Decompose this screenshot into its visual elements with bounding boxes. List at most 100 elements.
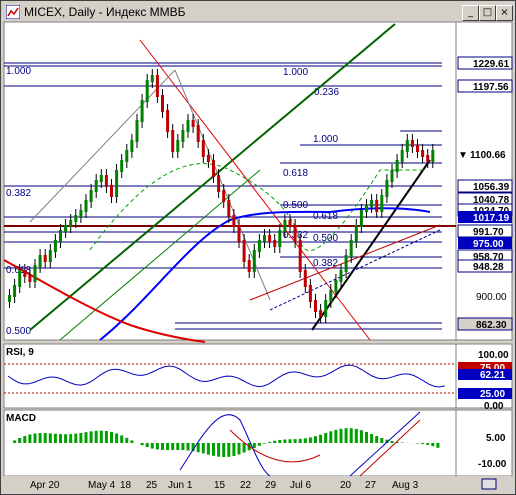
candle-body: [89, 190, 93, 202]
macd-bar: [324, 432, 328, 443]
macd-bar: [273, 440, 277, 443]
candle-body: [237, 225, 241, 242]
macd-bar: [79, 432, 83, 443]
candle-body: [38, 255, 42, 267]
blue-dashed-line[interactable]: [269, 229, 441, 311]
green-trend-channel-lower[interactable]: [59, 169, 261, 341]
close-button[interactable]: ×: [496, 5, 513, 21]
svg-text:862.30: 862.30: [476, 320, 507, 331]
candle-body: [400, 150, 404, 162]
macd-bar: [155, 443, 159, 450]
macd-bar: [349, 428, 353, 443]
rsi-line[interactable]: [7, 364, 445, 388]
svg-text:1.000: 1.000: [6, 66, 31, 77]
candle-body: [359, 210, 363, 227]
green-dashed-ma[interactable]: [89, 163, 425, 251]
macd-bar: [38, 433, 42, 443]
svg-text:958.70: 958.70: [473, 252, 504, 263]
candlestick-series[interactable]: [8, 69, 435, 323]
candle-body: [166, 110, 170, 132]
macd-bar: [212, 443, 215, 456]
gray-fan-line[interactable]: [29, 69, 176, 223]
minimize-button[interactable]: _: [462, 5, 479, 21]
main-price-panel[interactable]: [3, 21, 457, 341]
macd-bar: [69, 434, 73, 443]
svg-text:5.00: 5.00: [486, 433, 506, 444]
time-axis-labels: Apr 20 May 4 18 25 Jun 1 15 22 29 Jul 6 …: [30, 480, 419, 491]
candle-body: [349, 240, 353, 257]
macd-bar: [268, 441, 272, 443]
macd-bar: [314, 436, 317, 443]
candle-body: [247, 260, 251, 272]
macd-bar: [329, 431, 333, 443]
svg-text:May 4: May 4: [88, 480, 116, 491]
svg-text:0.500: 0.500: [6, 326, 31, 337]
macd-trend-2[interactable]: [359, 419, 421, 477]
svg-text:Apr 20: Apr 20: [30, 480, 60, 491]
svg-text:900.00: 900.00: [476, 292, 507, 303]
macd-bar: [104, 430, 108, 443]
candle-body: [59, 230, 62, 242]
scroll-end-icon[interactable]: [481, 478, 497, 490]
macd-bar: [375, 436, 379, 443]
svg-text:27: 27: [365, 480, 377, 491]
candle-body: [227, 200, 231, 217]
macd-bar: [217, 443, 221, 457]
candle-body: [431, 150, 435, 162]
macd-bar: [252, 443, 256, 448]
macd-bar: [48, 433, 52, 443]
macd-bar: [431, 443, 435, 447]
candle-body: [33, 265, 37, 282]
candle-body: [278, 230, 282, 247]
candle-body: [426, 155, 430, 162]
svg-text:0.00: 0.00: [484, 401, 504, 412]
macd-bar: [125, 437, 129, 443]
macd-bar: [206, 443, 210, 455]
candle-body: [273, 240, 277, 247]
candle-body: [48, 250, 52, 262]
candle-body: [135, 120, 139, 142]
macd-bar: [18, 437, 22, 443]
candle-body: [18, 270, 22, 287]
time-axis: [4, 476, 512, 492]
macd-bar: [145, 443, 149, 448]
candle-body: [196, 125, 200, 142]
candle-body: [64, 225, 68, 232]
macd-bar: [186, 443, 190, 451]
candle-body: [354, 225, 358, 242]
candle-body: [186, 120, 190, 132]
macd-bar: [59, 434, 62, 443]
macd-bar: [237, 443, 241, 455]
macd-bar: [344, 428, 348, 443]
macd-signal-line[interactable]: [179, 414, 271, 477]
macd-bar: [298, 438, 302, 443]
svg-text:1.000: 1.000: [313, 134, 338, 145]
candle-body: [410, 140, 414, 147]
candle-body: [257, 240, 261, 252]
svg-text:25: 25: [146, 480, 158, 491]
candle-body: [375, 200, 379, 212]
macd-bar: [242, 443, 246, 453]
macd-bar: [130, 440, 134, 443]
svg-text:-10.00: -10.00: [478, 459, 507, 470]
svg-text:18: 18: [120, 480, 132, 491]
candle-body: [206, 155, 210, 162]
maximize-button[interactable]: □: [479, 5, 496, 21]
svg-text:1040.78: 1040.78: [473, 195, 510, 206]
macd-bar: [181, 443, 185, 451]
svg-text:975.00: 975.00: [473, 239, 504, 250]
candle-body: [217, 175, 221, 192]
rsi-label: RSI, 9: [6, 347, 34, 358]
macd-bar: [171, 443, 175, 451]
macd-bar: [161, 443, 164, 450]
macd-bar: [283, 439, 287, 443]
svg-text:0.382: 0.382: [6, 188, 31, 199]
macd-histogram[interactable]: [13, 428, 440, 458]
candle-body: [140, 100, 144, 122]
macd-line[interactable]: [229, 429, 321, 463]
svg-text:20: 20: [340, 480, 352, 491]
macd-bar: [33, 433, 37, 443]
macd-bar: [140, 443, 144, 446]
macd-bar: [120, 435, 124, 443]
macd-trend-1[interactable]: [349, 411, 421, 477]
